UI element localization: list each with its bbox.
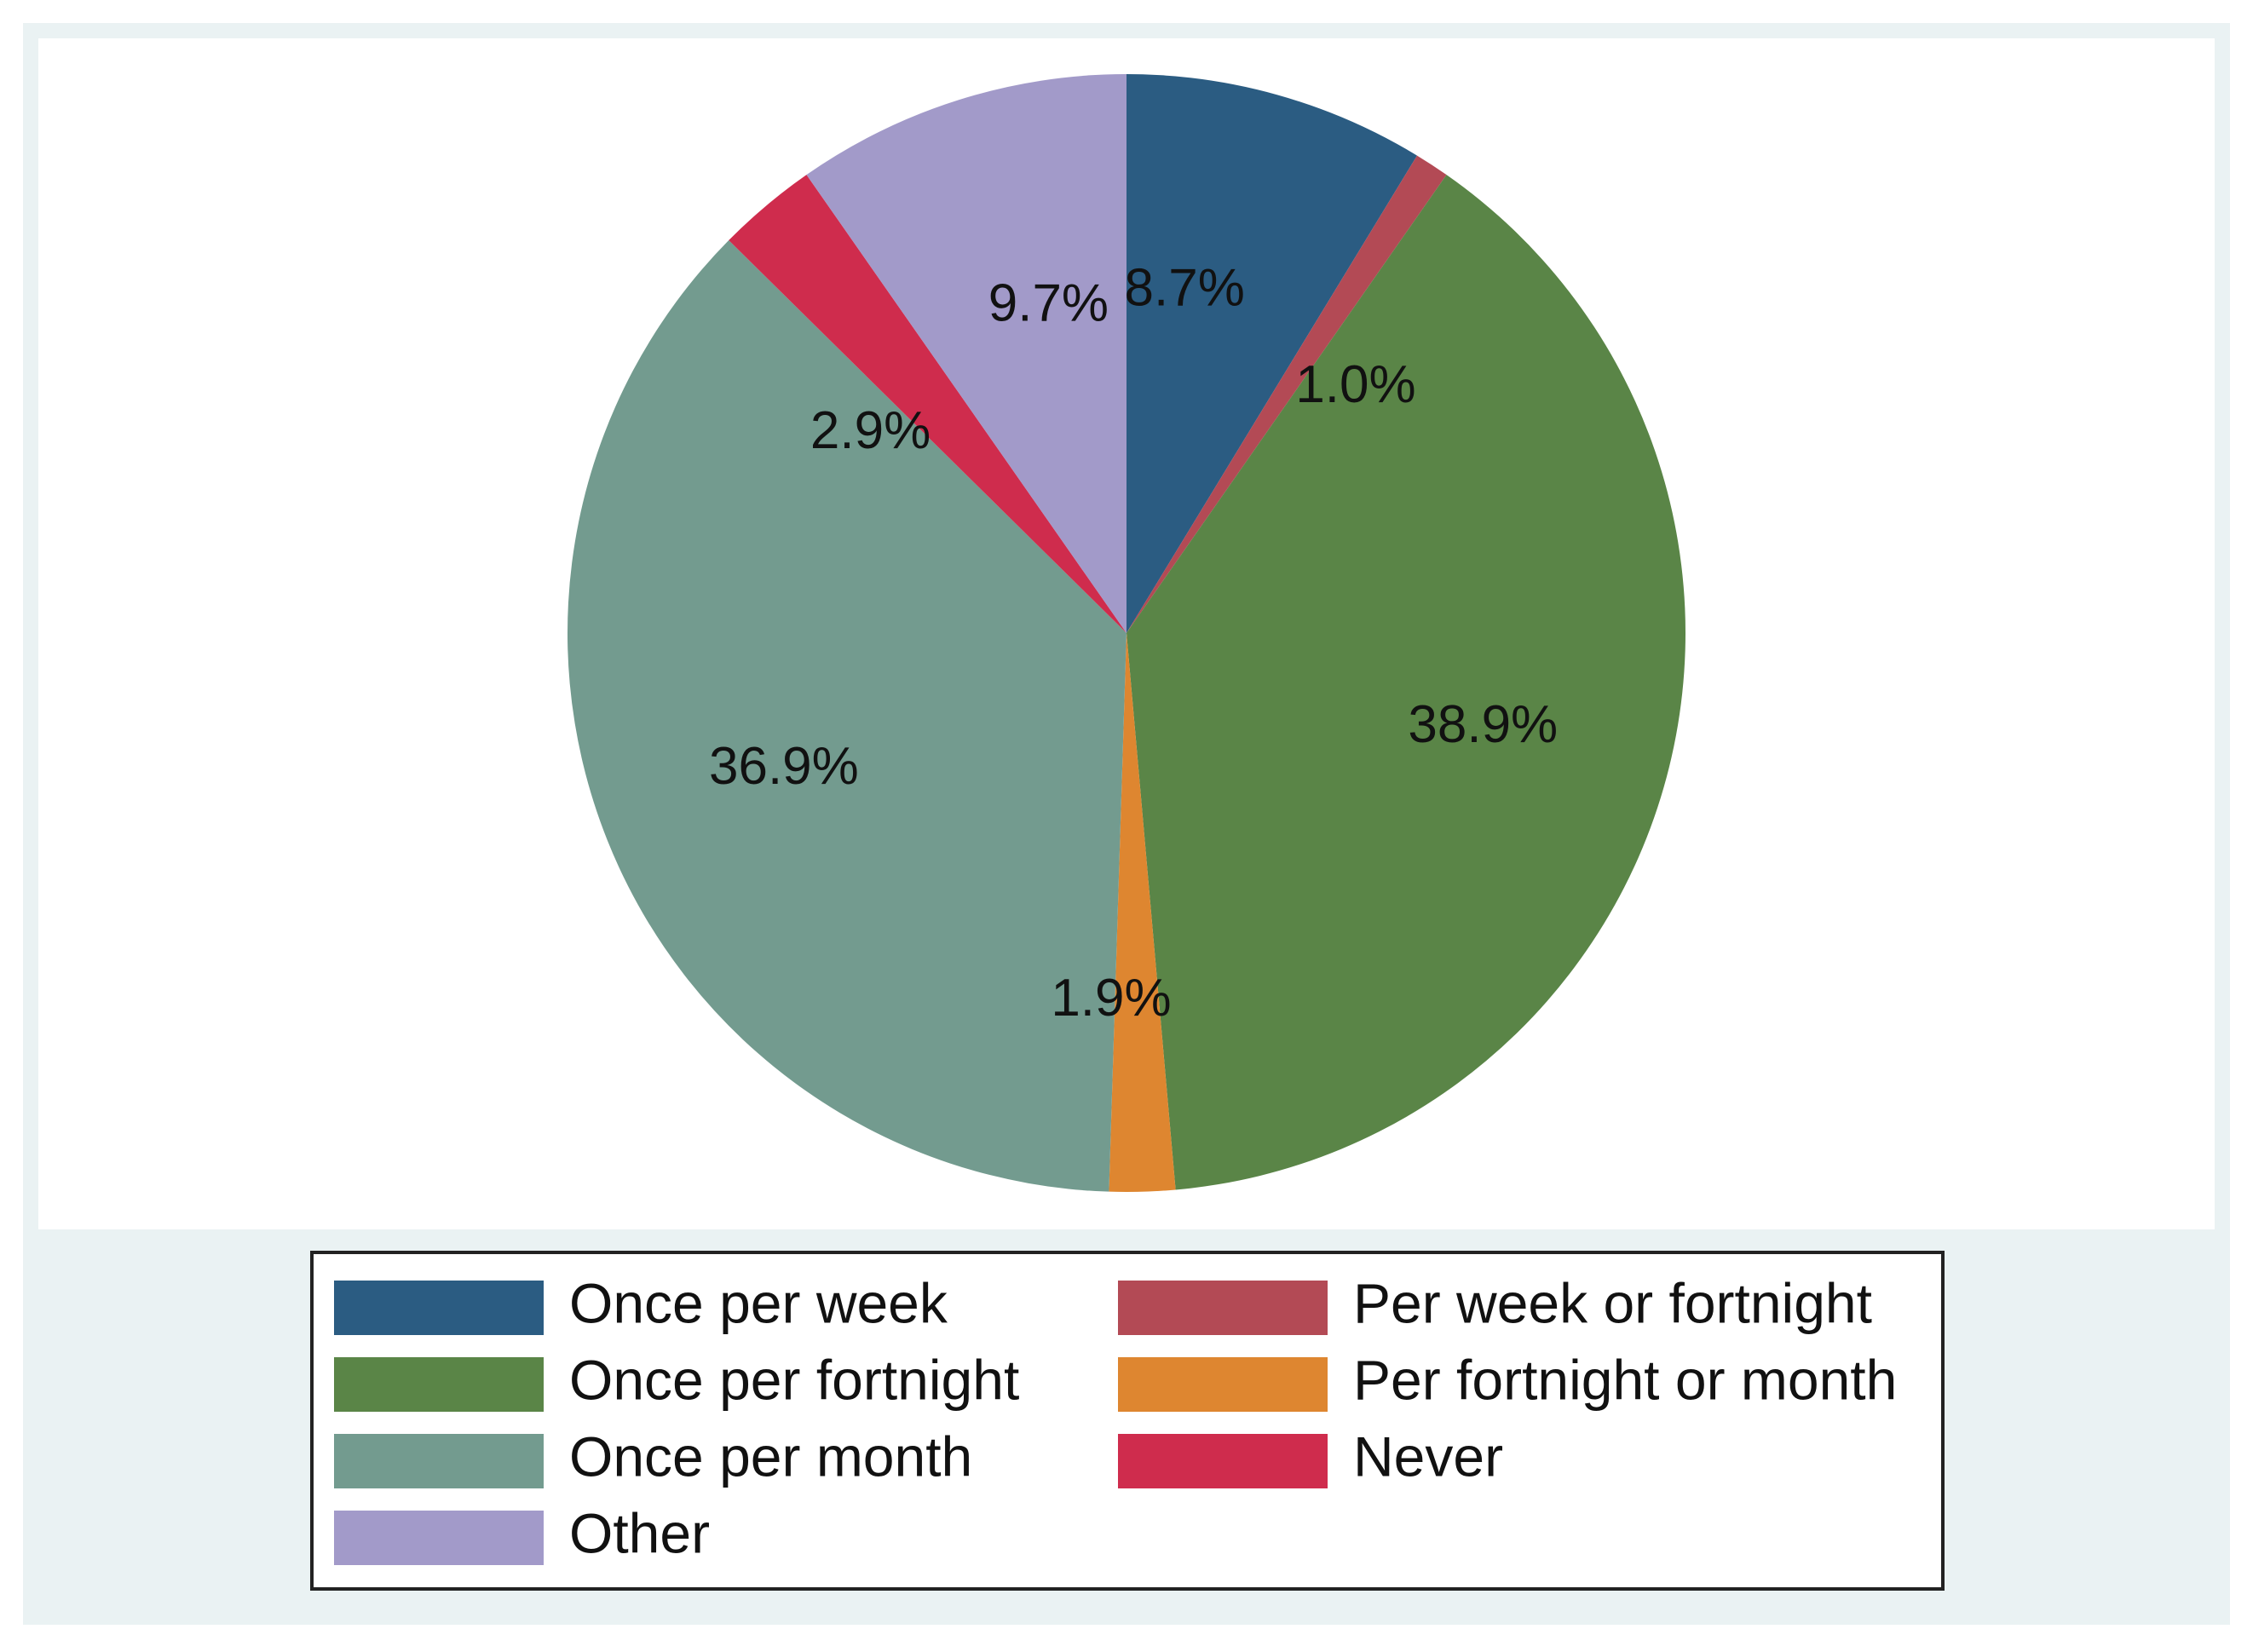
legend-swatch-once-per-fortnight (334, 1357, 544, 1412)
legend-label-once-per-week: Once per week (569, 1271, 948, 1334)
legend-label-per-fortnight-or-month: Per fortnight or month (1353, 1348, 1897, 1411)
legend-swatch-per-fortnight-or-month (1118, 1357, 1328, 1412)
legend-item-other: Other (334, 1501, 710, 1565)
legend-label-once-per-month: Once per month (569, 1425, 972, 1488)
pie-slice-labels: 8.7% 1.0% 38.9% 1.9% 36.9% 2.9% 9.7% (709, 258, 1558, 1027)
slice-label-once-per-fortnight: 38.9% (1408, 695, 1558, 754)
legend-item-per-fortnight-or-month: Per fortnight or month (1118, 1348, 1897, 1412)
pie-slice-per-week-or-fortnight (1126, 155, 1447, 634)
slice-label-once-per-month: 36.9% (709, 737, 859, 796)
legend-swatch-never (1118, 1434, 1328, 1488)
pie-slice-once-per-month (567, 240, 1126, 1192)
legend-swatch-per-week-or-fortnight (1118, 1281, 1328, 1335)
slice-label-once-per-week: 8.7% (1125, 258, 1245, 317)
pie-slice-per-fortnight-or-month (1109, 633, 1176, 1193)
legend-item-once-per-fortnight: Once per fortnight (334, 1348, 1019, 1412)
legend-item-once-per-month: Once per month (334, 1425, 972, 1488)
legend-label-never: Never (1353, 1425, 1503, 1488)
pie-slice-once-per-week (1126, 74, 1417, 633)
legend: Once per week Per week or fortnight Once p… (310, 1251, 1945, 1591)
legend-item-once-per-week: Once per week (334, 1271, 948, 1335)
legend-items: Once per week Per week or fortnight Once p… (334, 1271, 1897, 1565)
pie-slice-never (729, 175, 1126, 634)
slice-label-per-fortnight-or-month: 1.9% (1051, 969, 1171, 1027)
pie-slice-once-per-fortnight (1126, 175, 1686, 1190)
slice-label-other: 9.7% (988, 274, 1109, 333)
slice-label-per-week-or-fortnight: 1.0% (1295, 355, 1415, 414)
legend-swatch-other (334, 1511, 544, 1565)
pie-slices (567, 74, 1686, 1193)
legend-label-per-week-or-fortnight: Per week or fortnight (1353, 1271, 1872, 1334)
legend-label-once-per-fortnight: Once per fortnight (569, 1348, 1019, 1411)
slice-label-never: 2.9% (810, 401, 931, 460)
legend-swatch-once-per-month (334, 1434, 544, 1488)
legend-swatch-once-per-week (334, 1281, 544, 1335)
legend-label-other: Other (569, 1501, 710, 1564)
legend-item-never: Never (1118, 1425, 1503, 1488)
pie-slice-other (806, 74, 1126, 633)
legend-item-per-week-or-fortnight: Per week or fortnight (1118, 1271, 1872, 1335)
